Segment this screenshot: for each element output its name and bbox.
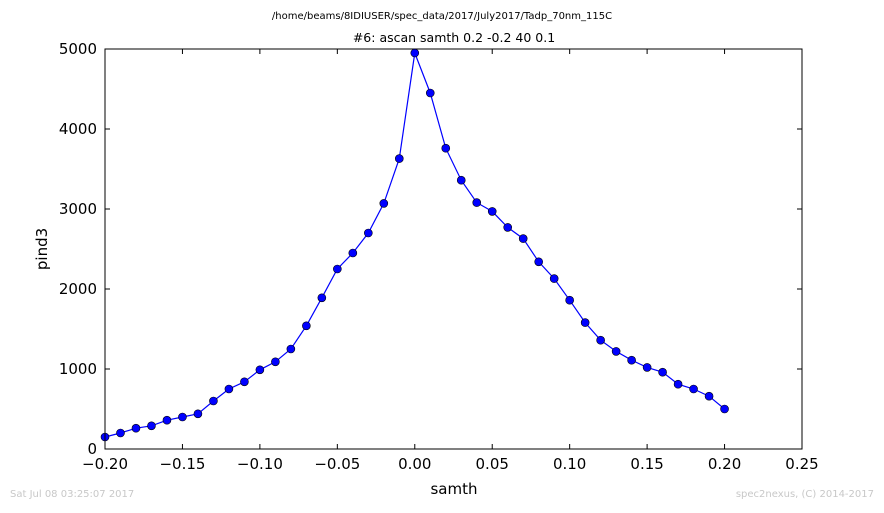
file-path-header: /home/beams/8IDIUSER/spec_data/2017/July…: [272, 11, 612, 22]
data-point: [317, 293, 327, 303]
x-tick-label: 0.20: [708, 455, 741, 473]
x-tick-label: −0.05: [314, 455, 360, 473]
data-point: [565, 295, 574, 305]
data-point: [131, 423, 141, 433]
data-point: [116, 428, 125, 438]
data-point: [503, 223, 513, 232]
x-tick-label: −0.10: [237, 455, 283, 473]
y-axis-label: pind3: [33, 228, 51, 270]
data-point: [379, 199, 389, 208]
x-tick-label: 0.00: [398, 455, 431, 473]
y-tick-label: 2000: [59, 280, 97, 298]
x-tick-label: 0.25: [785, 455, 818, 473]
data-point: [394, 154, 404, 163]
data-point: [286, 344, 296, 354]
footer-credit: spec2nexus, (C) 2014-2017: [735, 489, 874, 500]
data-point: [255, 365, 265, 375]
data-point: [410, 48, 420, 58]
data-point: [348, 248, 358, 258]
data-point: [209, 396, 218, 406]
y-axis-ticks: 0 1000 2000 3000 4000 5000: [59, 40, 802, 458]
series-line: [104, 50, 725, 438]
x-tick-label: −0.15: [159, 455, 205, 473]
data-point: [658, 367, 667, 377]
footer-timestamp: Sat Jul 08 03:25:07 2017: [10, 489, 135, 500]
x-tick-label: 0.10: [553, 455, 586, 473]
data-point: [147, 421, 156, 431]
data-point: [302, 321, 311, 331]
data-point: [224, 384, 234, 394]
y-tick-label: 5000: [59, 40, 97, 58]
data-point: [534, 257, 543, 267]
data-point: [271, 357, 280, 367]
data-point: [596, 335, 605, 345]
data-series: [100, 48, 729, 442]
x-tick-label: 0.15: [630, 455, 663, 473]
data-point: [580, 318, 590, 327]
x-tick-label: 0.05: [476, 455, 509, 473]
data-point: [240, 377, 249, 387]
y-tick-label: 4000: [59, 120, 97, 138]
y-tick-label: 0: [87, 440, 97, 458]
data-point: [162, 415, 172, 425]
plot-frame: [104, 48, 803, 450]
data-point: [518, 234, 528, 243]
y-tick-label: 1000: [59, 360, 97, 378]
y-tick-label: 3000: [59, 200, 97, 218]
data-point: [333, 264, 342, 274]
x-tick-label: −0.20: [82, 455, 128, 473]
chart-title: #6: ascan samth 0.2 -0.2 40 0.1: [353, 30, 555, 45]
data-point: [487, 207, 497, 216]
data-point: [720, 404, 729, 414]
data-point: [642, 363, 652, 372]
data-point: [627, 355, 636, 365]
data-point: [549, 274, 559, 283]
data-point: [193, 409, 203, 419]
data-point: [364, 228, 373, 238]
x-axis-ticks: −0.20 −0.15 −0.10 −0.05 0.00 0.05 0.10 0.15 0.20…: [82, 49, 819, 473]
data-point: [425, 88, 435, 98]
data-point: [611, 347, 621, 356]
data-point: [456, 175, 466, 185]
data-point: [472, 198, 482, 207]
data-point: [673, 379, 683, 389]
data-point: [704, 391, 714, 401]
x-axis-label: samth: [430, 480, 477, 498]
data-point: [689, 384, 698, 394]
data-point: [178, 412, 187, 422]
data-point: [441, 143, 451, 153]
